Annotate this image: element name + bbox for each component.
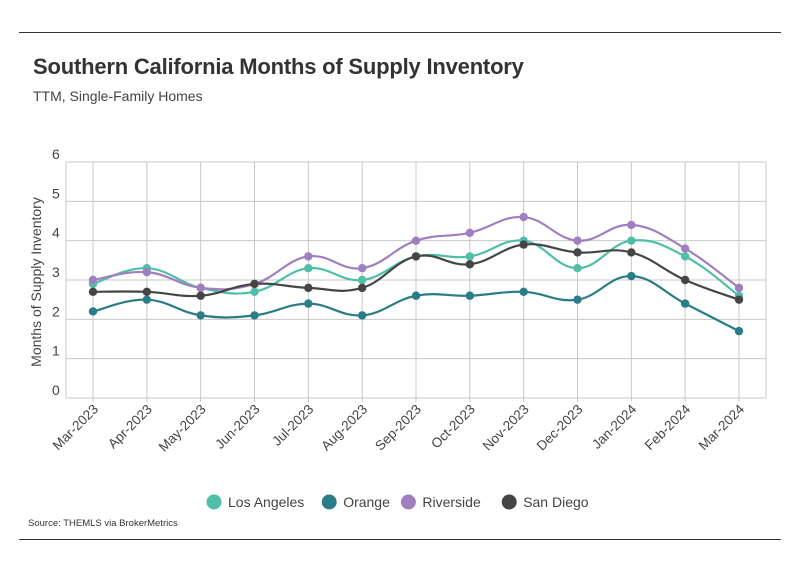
legend-marker-los-angeles [206,494,222,510]
data-point-san-diego [734,295,744,304]
data-point-orange [734,326,744,336]
data-point-riverside [627,220,636,230]
data-point-riverside [519,212,528,222]
x-tick-label: Jan-2024 [589,401,640,452]
x-tick-label: Sep-2023 [372,402,424,454]
data-point-riverside [196,283,205,293]
data-point-riverside [142,267,152,277]
data-point-san-diego [573,248,582,257]
x-tick-label: Feb-2024 [642,401,694,453]
data-point-san-diego [88,287,98,296]
data-point-orange [627,271,636,281]
legend-label-orange: Orange [343,494,390,510]
y-axis-ticks: 0 1 2 3 4 5 6 [52,146,60,398]
y-tick-label: 3 [52,264,60,280]
legend-label-riverside: Riverside [422,494,481,510]
y-tick-label: 6 [52,146,60,162]
data-point-san-diego [680,275,690,285]
data-point-orange [465,291,475,300]
legend-label-san-diego: San Diego [523,494,589,510]
x-tick-label: Oct-2023 [428,402,478,452]
top-rule [19,32,781,33]
legend-marker-san-diego [501,494,517,510]
x-tick-label: Jul-2023 [269,402,316,449]
data-point-orange [142,295,152,304]
x-tick-label: Dec-2023 [534,402,586,454]
data-point-riverside [88,275,98,285]
legend: Los Angeles Orange Riverside San Diego [206,494,589,510]
data-point-orange [196,311,205,320]
legend-label-los-angeles: Los Angeles [228,494,304,510]
grid [65,161,767,402]
y-tick-label: 1 [52,343,60,359]
legend-marker-orange [321,494,337,510]
data-point-san-diego [250,279,259,289]
data-point-los-angeles [357,275,367,285]
y-tick-label: 0 [52,382,60,398]
data-point-san-diego [304,283,313,293]
data-point-los-angeles [573,264,582,273]
y-tick-label: 5 [52,185,60,201]
data-point-san-diego [627,248,636,257]
source-note: Source: THEMLS via BrokerMetrics [28,518,178,529]
data-point-riverside [357,264,367,273]
data-point-san-diego [465,260,475,269]
data-point-san-diego [196,291,205,300]
data-point-orange [304,299,313,308]
data-point-riverside [734,283,744,293]
data-point-los-angeles [304,264,313,273]
y-axis-title: Months of Supply Inventory [28,197,44,367]
data-point-orange [519,287,528,296]
x-tick-label: Nov-2023 [480,402,532,454]
data-point-riverside [680,244,690,253]
x-tick-label: Mar-2023 [50,402,101,453]
data-point-orange [411,291,421,300]
data-point-riverside [304,252,313,261]
data-point-riverside [465,228,475,237]
series-group [88,212,744,336]
data-point-los-angeles [465,252,475,261]
x-tick-label: Aug-2023 [318,402,370,454]
data-point-los-angeles [680,252,690,261]
y-tick-label: 4 [52,225,60,241]
x-tick-label: May-2023 [156,402,209,455]
chart-title: Southern California Months of Supply Inv… [33,54,524,79]
data-point-orange [680,299,690,308]
data-point-orange [88,307,98,316]
data-point-san-diego [411,252,421,261]
data-point-orange [357,311,367,320]
data-point-orange [573,295,582,304]
x-axis-ticks: Mar-2023 Apr-2023 May-2023 Jun-2023 Jul-2023… [50,401,748,454]
data-point-los-angeles [250,287,259,296]
x-tick-label: Apr-2023 [105,402,155,452]
x-tick-label: Mar-2024 [696,401,748,453]
data-point-riverside [573,236,582,245]
data-point-san-diego [519,240,528,249]
data-point-san-diego [357,283,367,293]
x-tick-label: Jun-2023 [212,402,262,452]
data-point-orange [250,311,259,320]
chart-subtitle: TTM, Single-Family Homes [33,88,203,104]
data-point-los-angeles [627,236,636,245]
y-tick-label: 2 [52,303,60,319]
legend-marker-riverside [400,494,416,510]
data-point-riverside [411,236,421,245]
data-point-san-diego [142,287,152,296]
bottom-rule [19,539,781,540]
